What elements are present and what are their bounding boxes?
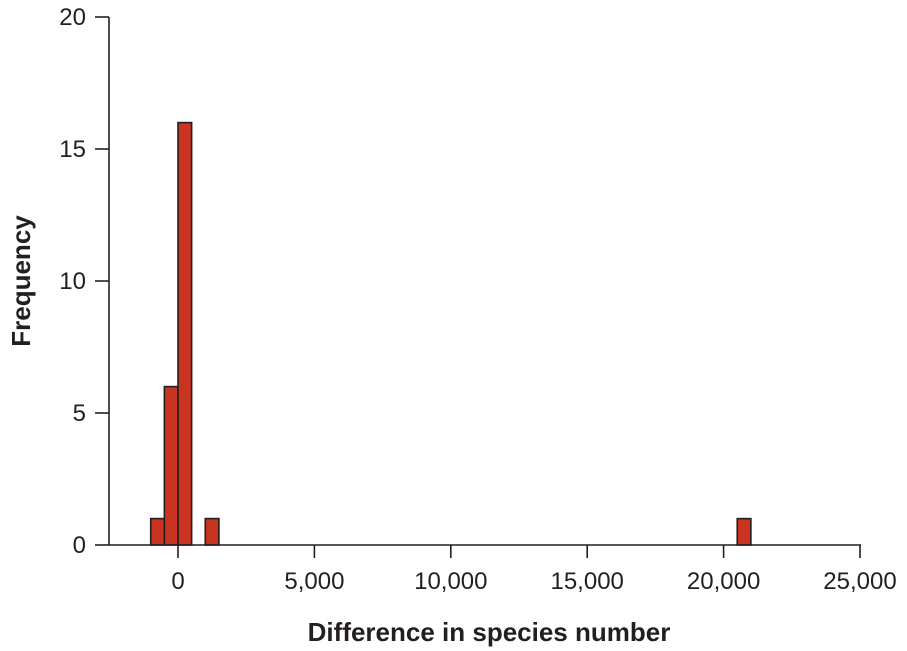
x-tick-label: 5,000	[284, 568, 344, 595]
y-tick-label: 10	[59, 268, 86, 295]
y-axis-ticks: 0 5 10 15 20	[59, 4, 109, 559]
histogram-bar	[177, 121, 193, 546]
x-tick-label: 15,000	[550, 568, 623, 595]
histogram-bar	[204, 517, 220, 546]
x-tick-label: 25,000	[823, 568, 896, 595]
x-axis-title: Difference in species number	[308, 617, 671, 647]
y-tick-label: 5	[73, 400, 86, 427]
x-tick-label: 20,000	[687, 568, 760, 595]
y-tick-label: 0	[73, 532, 86, 559]
histogram-bar	[149, 517, 166, 546]
x-axis-ticks: 0 5,000 10,000 15,000 20,000 25,000	[171, 545, 897, 595]
x-tick-label: 10,000	[414, 568, 487, 595]
y-tick-label: 15	[59, 136, 86, 163]
histogram-bar	[736, 517, 752, 546]
y-axis-title: Frequency	[6, 215, 36, 347]
bars	[149, 121, 752, 546]
x-tick-label: 0	[171, 568, 184, 595]
histogram-bar	[163, 385, 179, 546]
y-tick-label: 20	[59, 4, 86, 31]
